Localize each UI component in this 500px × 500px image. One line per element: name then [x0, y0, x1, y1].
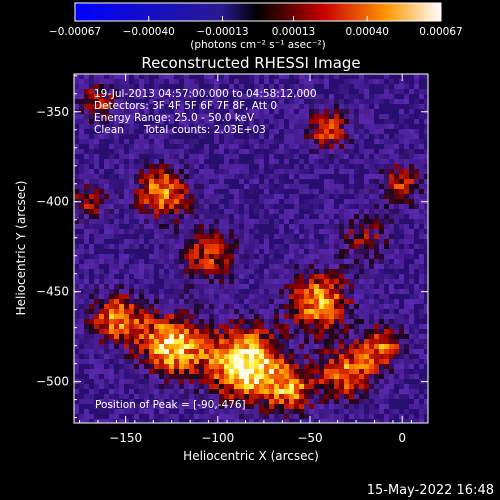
annotation-total-counts: Clean Total counts: 2.03E+03	[94, 124, 266, 136]
footer-timestamp: 15-May-2022 16:48	[367, 483, 494, 498]
y-axis-ticks: −350 −400 −450 −500	[36, 75, 428, 419]
colorbar	[74, 2, 442, 22]
x-tick-label: −100	[201, 431, 234, 445]
y-tick-label: −450	[36, 285, 69, 299]
y-axis-label: Heliocentric Y (arcsec)	[14, 181, 28, 316]
x-tick-label: −50	[297, 431, 322, 445]
x-axis-label: Heliocentric X (arcsec)	[183, 449, 319, 463]
y-tick-label: −400	[36, 195, 69, 209]
x-tick-label: −150	[109, 431, 142, 445]
annotation-energy-range: Energy Range: 25.0 - 50.0 keV	[94, 112, 255, 124]
y-tick-label: −350	[36, 105, 69, 119]
colorbar-ticks: −0.00067 −0.00040 −0.00013 0.00013 0.00040 0.…	[49, 16, 463, 38]
x-axis-ticks: −150 −100 −50 0	[79, 74, 412, 445]
colorbar-tick-label: 0.00040	[346, 26, 389, 38]
heatmap-image	[74, 74, 428, 423]
annotation-detectors: Detectors: 3F 4F 5F 6F 7F 8F, Att 0	[94, 100, 277, 112]
colorbar-tick-label: 0.00067	[419, 26, 462, 38]
annotation-time-range: 19-Jul-2013 04:57:00.000 to 04:58:12.000	[94, 88, 317, 100]
y-tick-label: −500	[36, 375, 69, 389]
colorbar-tick-label: −0.00040	[123, 26, 175, 38]
colorbar-unit-label: (photons cm⁻² s⁻¹ asec⁻²)	[190, 39, 325, 51]
plot-frame	[73, 73, 429, 424]
x-tick-label: 0	[398, 431, 406, 445]
colorbar-tick-label: −0.00067	[49, 26, 101, 38]
annotation-block: 19-Jul-2013 04:57:00.000 to 04:58:12.000…	[94, 88, 317, 136]
colorbar-tick-label: −0.00013	[196, 26, 248, 38]
colorbar-tick-label: 0.00013	[272, 26, 315, 38]
chart-title: Reconstructed RHESSI Image	[141, 54, 360, 72]
peak-position-label: Position of Peak = [-90,-476]	[95, 399, 246, 411]
